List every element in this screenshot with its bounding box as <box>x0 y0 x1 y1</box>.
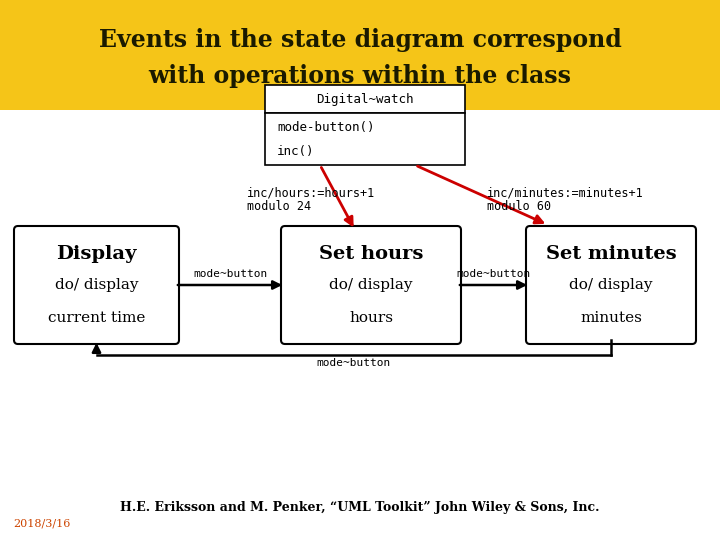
Bar <box>265 113 465 165</box>
Text: Display: Display <box>56 245 137 263</box>
Text: current time: current time <box>48 311 145 325</box>
Text: inc(): inc() <box>277 145 315 158</box>
Text: mode~button: mode~button <box>193 269 267 279</box>
Text: modulo 60: modulo 60 <box>487 200 551 213</box>
Text: Events in the state diagram correspond: Events in the state diagram correspond <box>99 28 621 52</box>
FancyBboxPatch shape <box>14 226 179 344</box>
FancyBboxPatch shape <box>281 226 461 344</box>
Text: do/ display: do/ display <box>55 278 138 292</box>
Text: mode~button: mode~button <box>317 358 391 368</box>
Text: modulo 24: modulo 24 <box>247 200 311 213</box>
Text: with operations within the class: with operations within the class <box>148 64 572 88</box>
Text: mode~button: mode~button <box>456 269 531 279</box>
Text: Digital~watch: Digital~watch <box>316 92 414 105</box>
Bar <box>0 0 720 110</box>
Bar <box>265 85 465 113</box>
Text: Set minutes: Set minutes <box>546 245 676 263</box>
Text: hours: hours <box>349 311 393 325</box>
FancyBboxPatch shape <box>526 226 696 344</box>
Text: Set hours: Set hours <box>319 245 423 263</box>
Text: mode-button(): mode-button() <box>277 120 374 133</box>
Text: do/ display: do/ display <box>329 278 413 292</box>
Text: minutes: minutes <box>580 311 642 325</box>
Text: inc/hours:=hours+1: inc/hours:=hours+1 <box>247 186 375 199</box>
Text: do/ display: do/ display <box>570 278 653 292</box>
Text: H.E. Eriksson and M. Penker, “UML Toolkit” John Wiley & Sons, Inc.: H.E. Eriksson and M. Penker, “UML Toolki… <box>120 502 600 515</box>
Text: 2018/3/16: 2018/3/16 <box>13 519 71 529</box>
Text: inc/minutes:=minutes+1: inc/minutes:=minutes+1 <box>487 186 644 199</box>
